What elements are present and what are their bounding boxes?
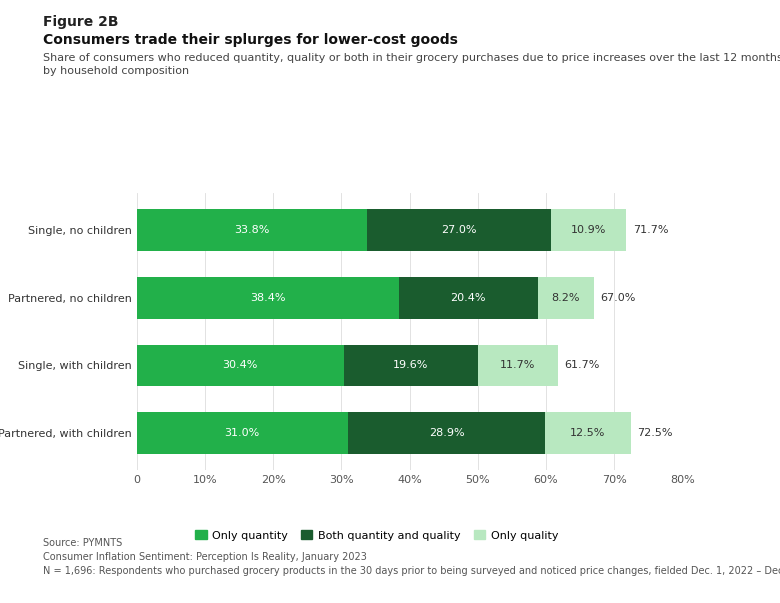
Bar (537, 277, 594, 319)
Bar (477, 344, 558, 387)
Bar (136, 209, 367, 251)
Bar (136, 412, 348, 454)
Text: 67.0%: 67.0% (601, 293, 636, 303)
Text: 10.9%: 10.9% (571, 225, 606, 235)
Bar (136, 277, 399, 319)
Bar (348, 412, 545, 454)
Text: 28.9%: 28.9% (429, 428, 465, 438)
Bar (399, 277, 537, 319)
Text: Source: PYMNTS
Consumer Inflation Sentiment: Perception Is Reality, January 2023: Source: PYMNTS Consumer Inflation Sentim… (43, 538, 780, 576)
Bar (344, 344, 477, 387)
Text: 72.5%: 72.5% (637, 428, 673, 438)
Text: 31.0%: 31.0% (225, 428, 260, 438)
Bar (545, 412, 631, 454)
Bar (136, 344, 344, 387)
Text: 12.5%: 12.5% (570, 428, 605, 438)
Text: 61.7%: 61.7% (565, 361, 600, 370)
Legend: Only quantity, Both quantity and quality, Only quality: Only quantity, Both quantity and quality… (191, 526, 562, 545)
Text: 19.6%: 19.6% (393, 361, 428, 370)
Text: 30.4%: 30.4% (222, 361, 258, 370)
Text: Consumers trade their splurges for lower-cost goods: Consumers trade their splurges for lower… (43, 33, 458, 47)
Text: 33.8%: 33.8% (234, 225, 270, 235)
Text: 11.7%: 11.7% (500, 361, 535, 370)
Text: 8.2%: 8.2% (551, 293, 580, 303)
Text: 38.4%: 38.4% (250, 293, 285, 303)
Bar (367, 209, 551, 251)
Text: 20.4%: 20.4% (450, 293, 486, 303)
Text: 27.0%: 27.0% (441, 225, 477, 235)
Text: 71.7%: 71.7% (633, 225, 668, 235)
Bar (551, 209, 626, 251)
Text: Figure 2B: Figure 2B (43, 15, 119, 29)
Text: Share of consumers who reduced quantity, quality or both in their grocery purcha: Share of consumers who reduced quantity,… (43, 53, 780, 76)
